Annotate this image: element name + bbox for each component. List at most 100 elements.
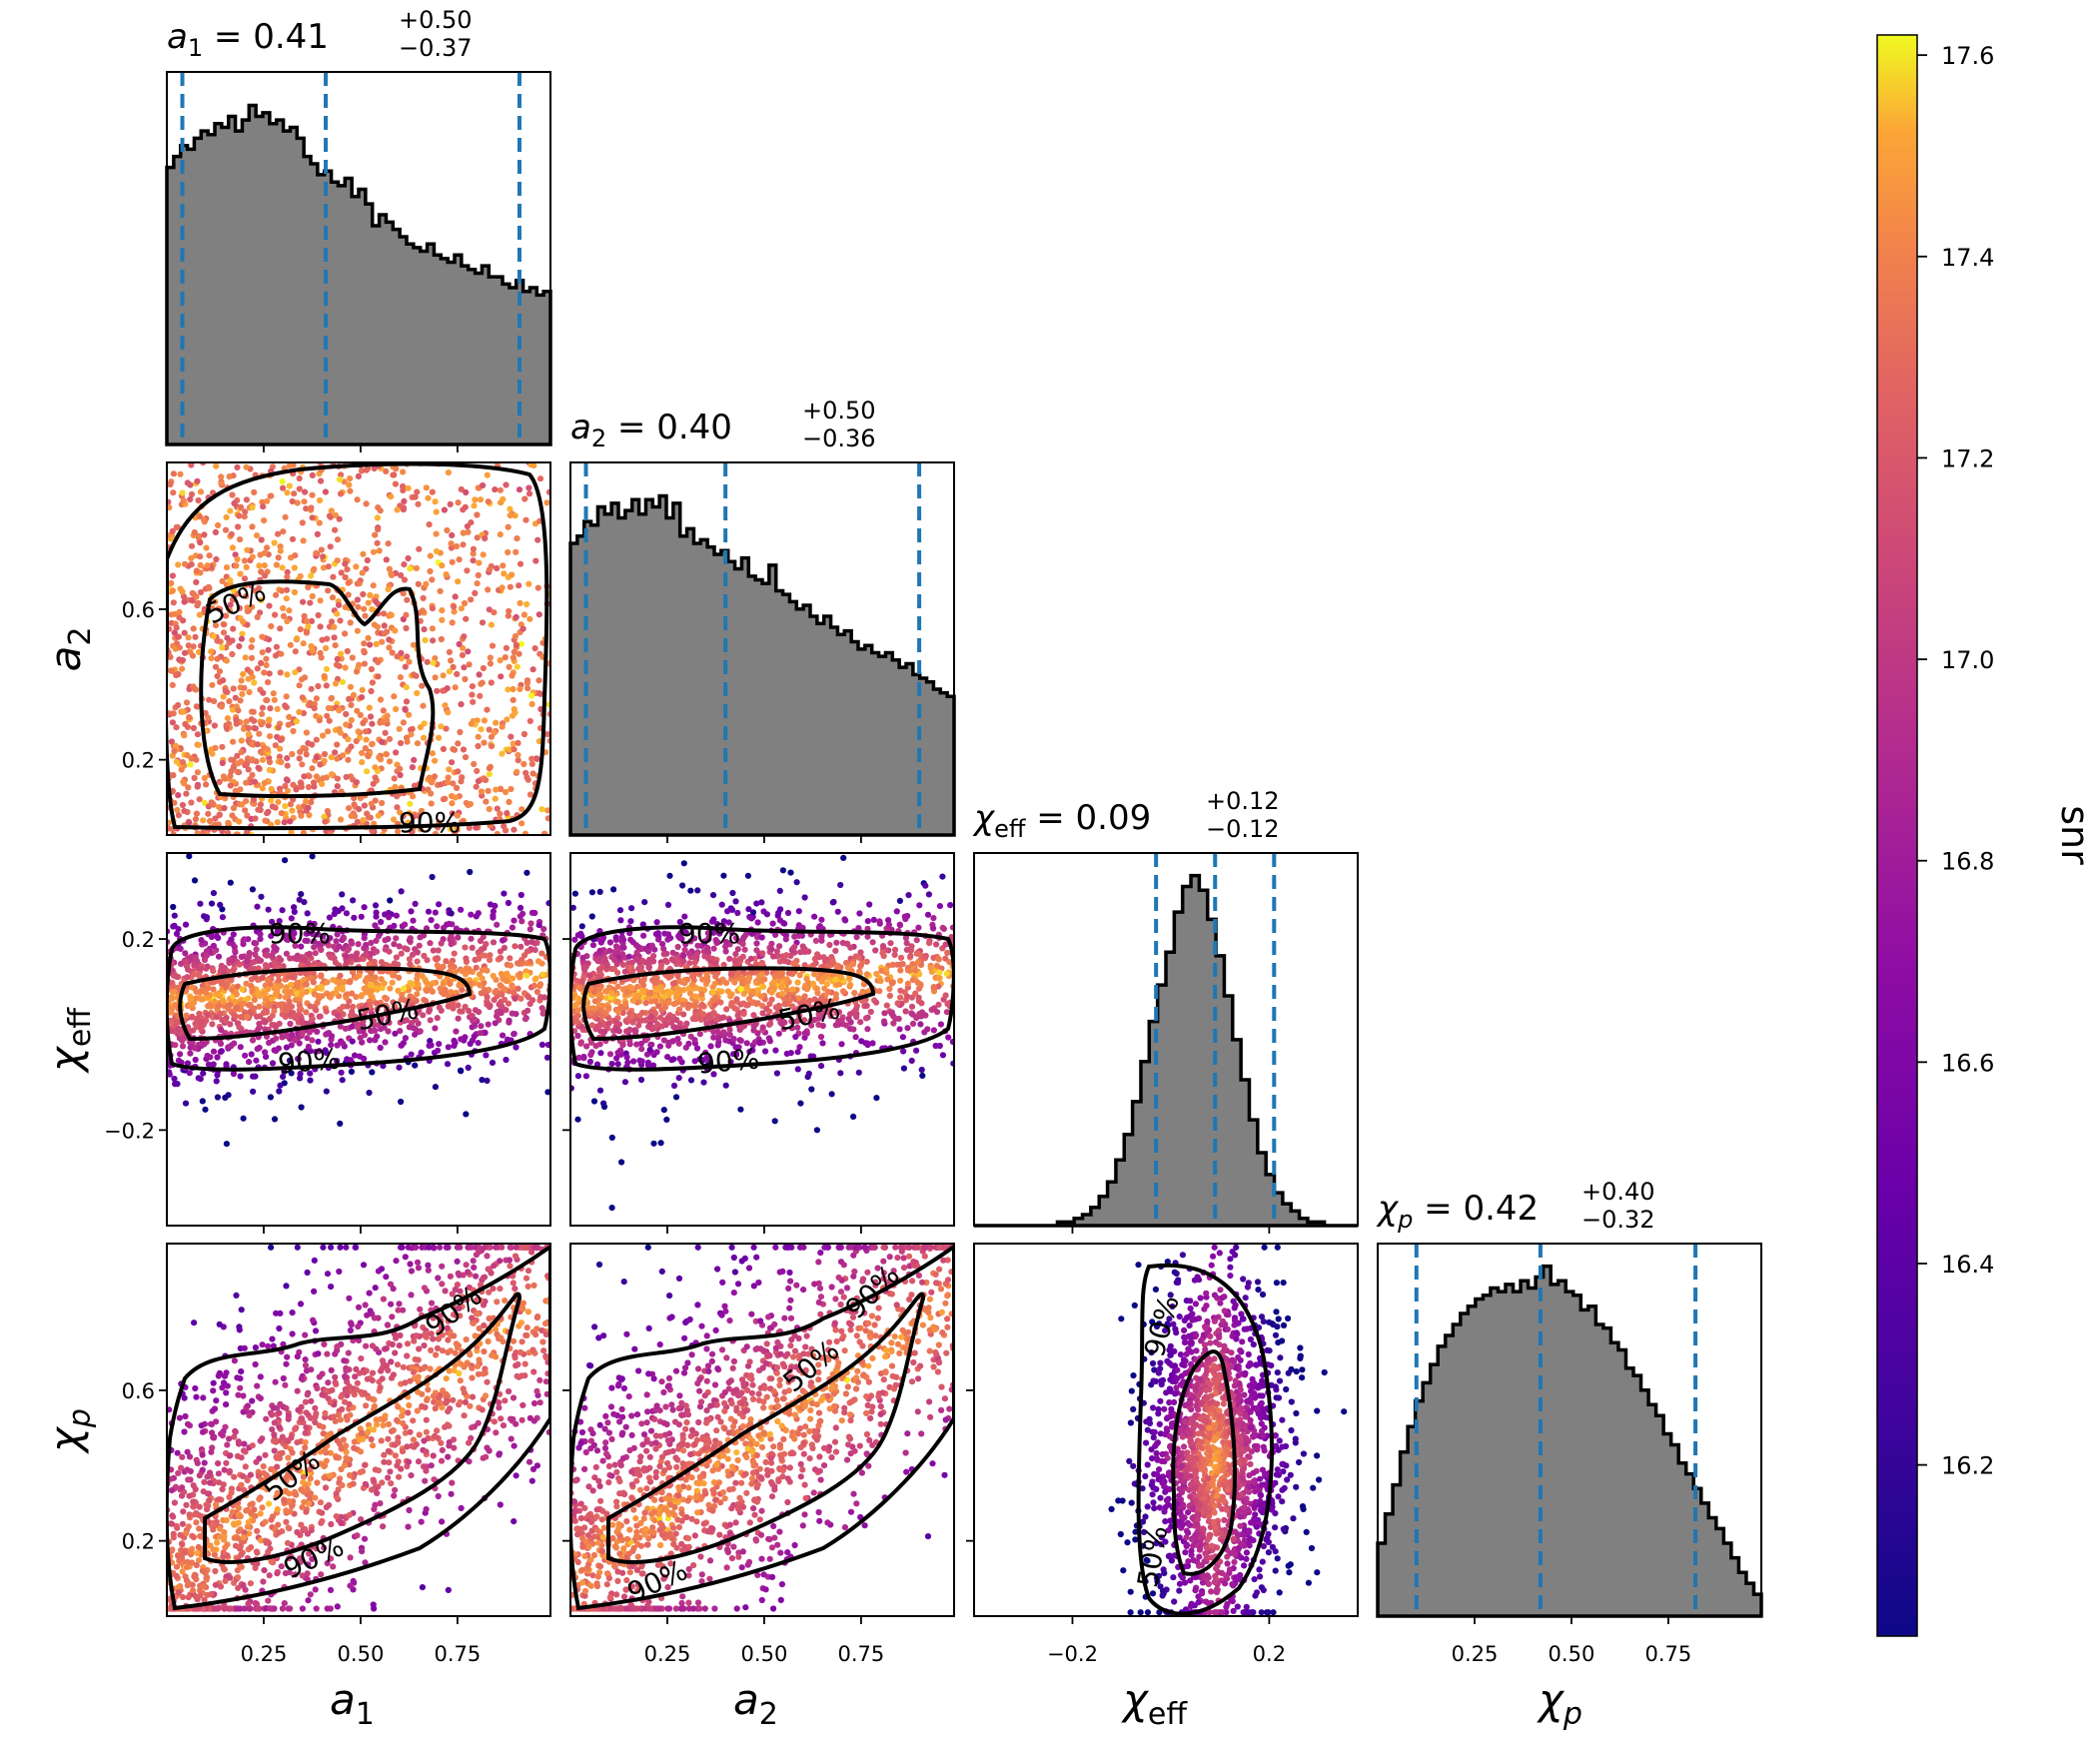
scatter-point xyxy=(792,1033,799,1041)
scatter-point xyxy=(248,654,256,661)
scatter-point xyxy=(446,668,453,675)
scatter-point xyxy=(219,914,226,921)
scatter-point xyxy=(182,1100,190,1107)
scatter-point xyxy=(543,731,550,738)
scatter-point xyxy=(273,643,280,650)
scatter-point xyxy=(469,691,476,698)
scatter-point xyxy=(521,760,527,768)
hist-chi_p xyxy=(1376,1264,1763,1618)
scatter-point xyxy=(685,1040,692,1047)
scatter-point xyxy=(712,960,719,967)
scatter-point xyxy=(300,829,307,835)
scatter-point xyxy=(420,702,427,709)
scatter-point xyxy=(392,1030,399,1037)
scatter-point xyxy=(939,873,946,880)
scatter-point xyxy=(385,1018,392,1025)
scatter-point xyxy=(434,687,441,694)
scatter-point xyxy=(850,1113,857,1120)
scatter-point xyxy=(280,612,288,620)
scatter-point xyxy=(534,584,541,591)
scatter-point xyxy=(811,913,818,920)
scatter-point xyxy=(728,906,736,914)
scatter-point xyxy=(267,1094,274,1101)
scatter-point xyxy=(510,654,517,661)
scatter-point xyxy=(258,710,266,718)
scatter-point xyxy=(257,801,264,808)
scatter-point xyxy=(773,948,781,955)
scatter-point xyxy=(510,696,517,704)
scatter-point xyxy=(896,897,904,905)
scatter-point xyxy=(458,605,465,612)
scatter-point xyxy=(363,941,370,949)
scatter-point xyxy=(482,1029,489,1036)
scatter-point xyxy=(432,1025,439,1032)
scatter-point xyxy=(343,910,350,917)
scatter-point xyxy=(749,988,756,995)
scatter-point xyxy=(492,795,499,802)
scatter-point xyxy=(336,475,344,483)
scatter-point xyxy=(783,987,790,994)
scatter-point xyxy=(188,554,195,562)
scatter-point xyxy=(837,1070,844,1077)
scatter-point xyxy=(601,1028,608,1035)
scatter-point xyxy=(473,964,480,971)
scatter-point xyxy=(346,805,353,812)
scatter-point xyxy=(334,1058,341,1065)
scatter-point xyxy=(391,775,398,782)
scatter-point xyxy=(351,801,358,808)
scatter-point xyxy=(244,621,251,628)
scatter-point xyxy=(818,916,825,923)
scatter-point xyxy=(196,972,203,979)
scatter-point xyxy=(244,608,251,615)
scatter-point xyxy=(309,471,316,478)
scatter-point xyxy=(186,819,193,826)
scatter-point xyxy=(506,746,513,753)
scatter-point xyxy=(513,641,521,648)
scatter-point xyxy=(230,685,237,692)
scatter-point xyxy=(201,774,208,782)
scatter-point xyxy=(323,644,330,652)
scatter-point xyxy=(772,931,779,939)
scatter-point xyxy=(324,635,331,642)
scatter-point xyxy=(783,1050,790,1057)
scatter-point xyxy=(225,819,232,826)
scatter-point xyxy=(313,753,320,761)
scatter-point xyxy=(821,957,829,964)
scatter-point xyxy=(170,470,177,477)
scatter-point xyxy=(283,1044,290,1051)
scatter-point xyxy=(383,1002,390,1009)
scatter-point xyxy=(298,1006,305,1013)
scatter-point xyxy=(292,669,299,676)
scatter-point xyxy=(428,800,435,807)
scatter-point xyxy=(432,1084,439,1091)
scatter-point xyxy=(424,658,431,665)
scatter-point xyxy=(704,1055,712,1062)
scatter-point xyxy=(473,824,480,831)
scatter-point xyxy=(336,515,343,522)
scatter-point xyxy=(518,943,525,950)
scatter-point xyxy=(455,1002,462,1009)
scatter-point xyxy=(246,1059,253,1066)
scatter-point xyxy=(256,991,263,998)
scatter-point xyxy=(740,990,747,998)
scatter-point xyxy=(196,796,203,803)
scatter-point xyxy=(801,1034,808,1041)
scatter-point xyxy=(840,854,847,862)
scatter-point xyxy=(665,999,672,1006)
scatter-point xyxy=(720,1029,727,1036)
scatter-point xyxy=(732,951,739,958)
scatter-point xyxy=(857,962,865,969)
scatter-point xyxy=(900,1065,908,1072)
scatter-point xyxy=(458,701,465,708)
scatter-point xyxy=(256,1003,263,1010)
scatter-point xyxy=(292,552,299,559)
scatter-point xyxy=(753,1001,760,1008)
scatter-point xyxy=(235,523,242,530)
scatter-point xyxy=(666,872,673,879)
scatter-point xyxy=(170,903,177,911)
scatter-point xyxy=(185,642,192,649)
scatter-point xyxy=(445,1044,452,1051)
scatter-point xyxy=(282,994,289,1001)
scatter-point xyxy=(353,993,360,1001)
scatter-point xyxy=(414,689,421,697)
